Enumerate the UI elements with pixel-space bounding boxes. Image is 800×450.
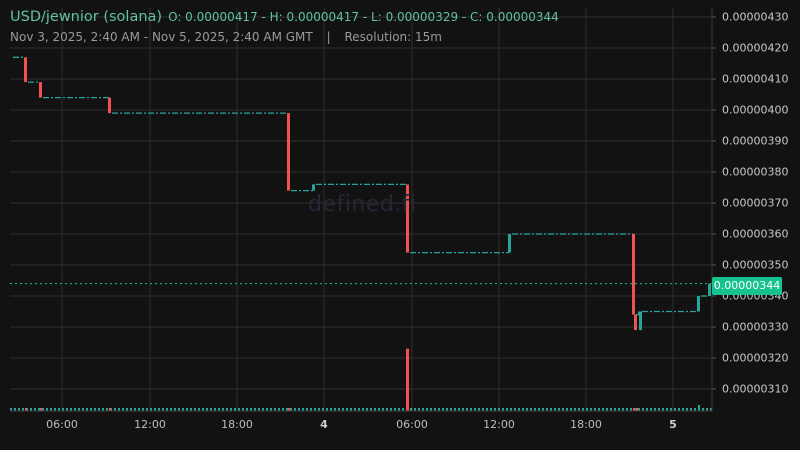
- x-tick-label: 18:00: [570, 418, 602, 431]
- x-tick-label: 12:00: [483, 418, 515, 431]
- x-tick-label: 5: [669, 418, 677, 431]
- x-tick-label: 4: [320, 418, 328, 431]
- y-tick-label: 0.00000390: [722, 134, 789, 148]
- pair-title: USD/jewnior (solana): [10, 9, 163, 25]
- last-price-badge: 0.00000344: [712, 277, 782, 295]
- ohlc-values: O: 0.00000417 - H: 0.00000417 - L: 0.000…: [168, 10, 559, 24]
- x-tick-label: 18:00: [221, 418, 253, 431]
- y-tick-label: 0.00000350: [722, 258, 789, 272]
- y-tick-label: 0.00000430: [722, 10, 789, 24]
- chart-header: USD/jewnior (solana) O: 0.00000417 - H: …: [10, 9, 559, 44]
- x-tick-label: 12:00: [134, 418, 166, 431]
- separator: |: [326, 30, 331, 44]
- y-tick-label: 0.00000410: [722, 72, 789, 86]
- y-tick-label: 0.00000360: [722, 227, 789, 241]
- time-range: Nov 3, 2025, 2:40 AM - Nov 5, 2025, 2:40…: [10, 30, 313, 44]
- y-tick-label: 0.00000400: [722, 103, 789, 117]
- y-tick-label: 0.00000380: [722, 165, 789, 179]
- y-tick-label: 0.00000370: [722, 196, 789, 210]
- price-series: [10, 56, 712, 411]
- x-tick-label: 06:00: [396, 418, 428, 431]
- y-tick-label: 0.00000420: [722, 41, 789, 55]
- x-tick-label: 06:00: [46, 418, 78, 431]
- y-tick-label: 0.00000310: [722, 382, 789, 396]
- chart-grid: [10, 8, 716, 411]
- y-tick-label: 0.00000320: [722, 351, 789, 365]
- y-tick-label: 0.00000330: [722, 320, 789, 334]
- watermark: defined.fi: [308, 192, 417, 217]
- resolution: Resolution: 15m: [344, 30, 442, 44]
